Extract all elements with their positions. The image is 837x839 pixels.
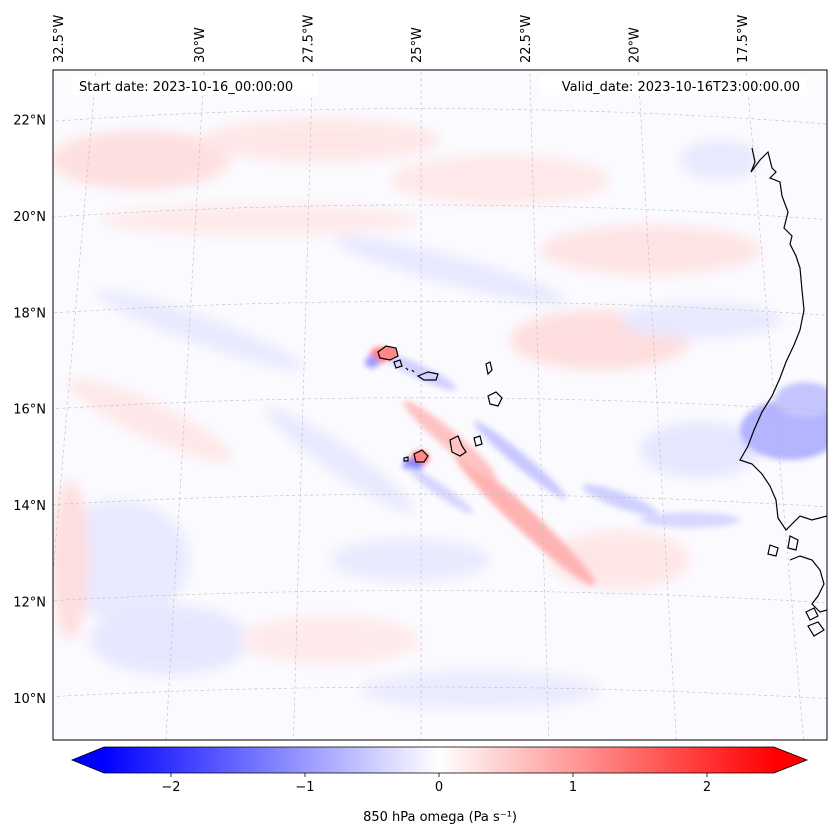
longitude-label: 27.5°W xyxy=(302,15,317,63)
coast-islands-south xyxy=(767,535,827,637)
island-santo-antao xyxy=(377,345,399,361)
meridian-line xyxy=(53,70,97,577)
latitude-label: 22°N xyxy=(13,114,46,129)
west-africa-coastline xyxy=(739,147,827,531)
island-brava xyxy=(403,456,409,462)
valid-date-box xyxy=(540,76,807,95)
start-date-label: Start date: 2023-10-16_00:00:00 xyxy=(79,80,293,95)
valid-date-label: Valid_date: 2023-10-16T23:00:00.00 xyxy=(562,80,800,95)
colorbar-title: 850 hPa omega (Pa s⁻¹) xyxy=(363,810,517,825)
meridian-line xyxy=(529,70,550,740)
coastlines xyxy=(377,147,827,637)
island-sao-nicolau xyxy=(416,371,439,381)
latitude-label: 14°N xyxy=(13,499,46,514)
longitude-label: 25°W xyxy=(410,27,425,63)
meridian-line xyxy=(293,70,313,740)
parallel-line xyxy=(53,590,827,604)
colorbar: −2 −1 0 1 2 850 hPa omega (Pa s⁻¹) xyxy=(70,746,809,825)
longitude-label: 20°W xyxy=(627,27,642,63)
island-sao-vicente xyxy=(393,359,403,369)
meridian-line xyxy=(165,70,205,740)
latitude-label: 12°N xyxy=(13,596,46,611)
longitude-label: 30°W xyxy=(193,27,208,63)
start-date-box xyxy=(72,76,318,95)
gridlines xyxy=(53,70,827,740)
colorbar-tick-label: 0 xyxy=(435,780,443,795)
omega-field xyxy=(53,118,827,710)
colorbar-extend-low xyxy=(72,747,104,773)
colorbar-body xyxy=(104,747,774,773)
map-panel: Start date: 2023-10-16_00:00:00 Valid_da… xyxy=(52,69,828,741)
latitude-labels: 22°N 20°N 18°N 16°N 14°N 12°N 10°N xyxy=(13,114,46,707)
colorbar-tick-label: −1 xyxy=(295,780,314,795)
island-boa-vista xyxy=(487,391,503,407)
latitude-label: 10°N xyxy=(13,692,46,707)
meridian-line xyxy=(745,70,804,740)
island-sal xyxy=(485,361,493,376)
longitude-label: 17.5°W xyxy=(736,15,751,63)
parallel-line xyxy=(53,397,827,412)
latitude-label: 16°N xyxy=(13,403,46,418)
parallel-line xyxy=(53,493,827,508)
colorbar-ticks: −2 −1 0 1 2 xyxy=(161,773,711,795)
island-santiago xyxy=(449,435,467,457)
map-frame xyxy=(52,69,828,741)
parallel-line xyxy=(53,204,827,220)
longitude-labels: 32.5°W 30°W 27.5°W 25°W 22.5°W 20°W 17.5°W xyxy=(52,15,751,63)
longitude-label: 22.5°W xyxy=(519,15,534,63)
longitude-label: 32.5°W xyxy=(52,15,67,63)
island-maio xyxy=(473,435,483,447)
colorbar-tick-label: 1 xyxy=(569,780,577,795)
parallel-line xyxy=(53,301,827,316)
island-fogo xyxy=(413,449,429,463)
colorbar-tick-label: −2 xyxy=(161,780,180,795)
latitude-label: 20°N xyxy=(13,210,46,225)
latitude-label: 18°N xyxy=(13,306,46,321)
colorbar-tick-label: 2 xyxy=(703,780,711,795)
colorbar-extend-high xyxy=(774,747,807,773)
meridian-line xyxy=(637,70,677,740)
colorbar-outline xyxy=(70,746,809,774)
islet-dots xyxy=(405,367,415,373)
